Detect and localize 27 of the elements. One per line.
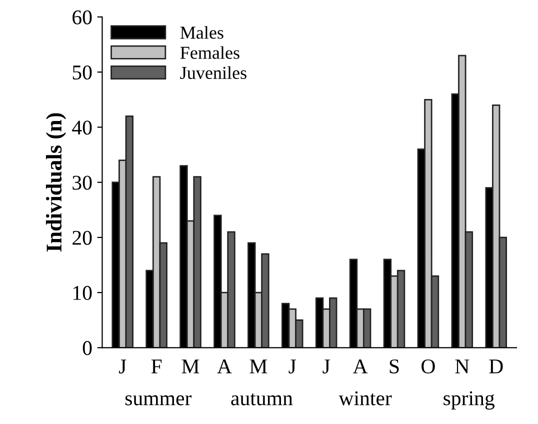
x-tick-label: M: [182, 360, 200, 374]
x-tick-label: A: [352, 359, 368, 374]
text: summer: [125, 395, 192, 406]
x-tick-label: S: [390, 359, 399, 374]
legend-label: Juveniles: [180, 66, 246, 79]
y-tick-label: 40: [72, 120, 92, 135]
y-tick-label: 60: [72, 10, 92, 24]
y-tick-label: 20: [72, 230, 92, 245]
legend-label: Males: [180, 26, 224, 39]
text: spring: [444, 391, 494, 410]
x-tick-label: F: [151, 360, 162, 374]
y-tick-label: 10: [73, 286, 92, 300]
x-tick-label: N: [455, 360, 470, 374]
x-tick-label: J: [288, 360, 296, 374]
text: winter: [338, 391, 392, 406]
x-tick-label: J: [322, 360, 330, 374]
x-tick-label: J: [118, 360, 126, 374]
y-tick-label: 50: [72, 65, 92, 80]
text: autumn: [231, 393, 293, 406]
x-tick-label: D: [489, 360, 503, 374]
legend-label: Females: [180, 46, 240, 59]
x-tick-label: O: [422, 359, 435, 374]
x-tick-label: A: [217, 359, 232, 374]
y-tick-label: 0: [82, 341, 92, 356]
x-tick-label: M: [250, 360, 268, 374]
y-axis-title: Individuals (n): [46, 113, 66, 252]
y-tick-label: 30: [72, 176, 92, 190]
